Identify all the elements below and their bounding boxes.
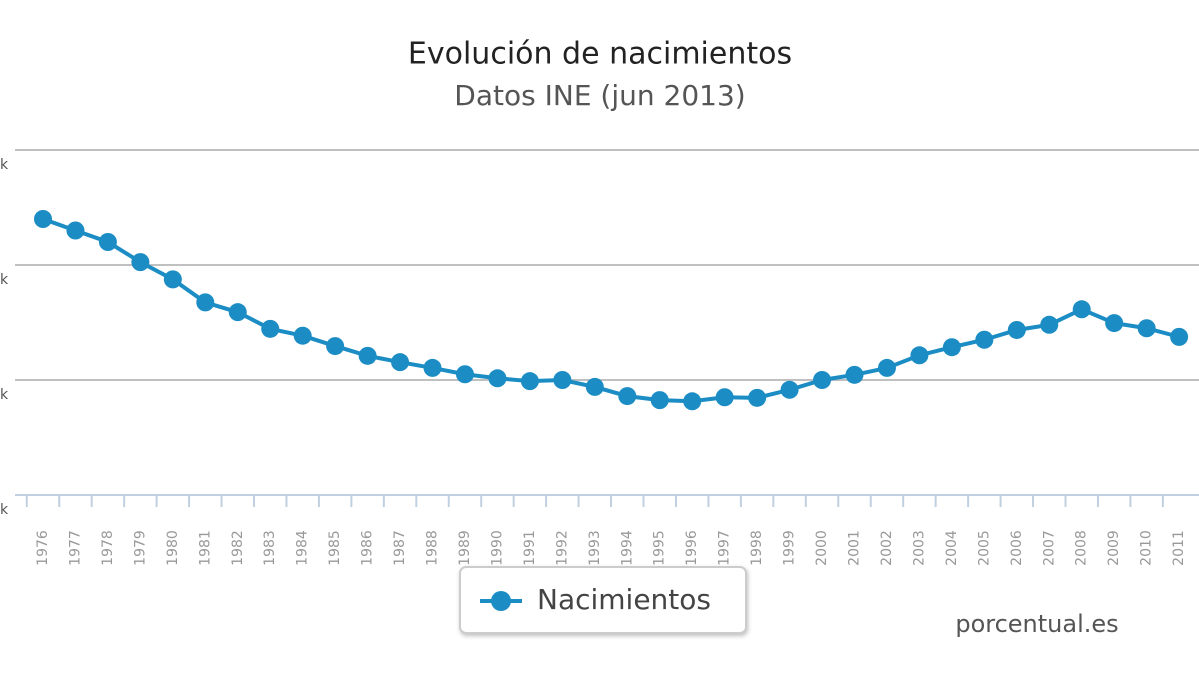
x-tick-label: 1997 <box>717 530 733 566</box>
x-tick-label: 1990 <box>489 530 505 566</box>
data-point <box>618 387 637 406</box>
x-tick-label: 2009 <box>1106 530 1122 566</box>
data-point <box>715 388 734 407</box>
x-tick-label: 1989 <box>457 530 473 566</box>
data-point <box>228 303 247 322</box>
x-tick-label: 2000 <box>814 530 830 566</box>
x-tick-label: 1984 <box>295 530 311 566</box>
x-tick-label: 1994 <box>619 530 635 566</box>
x-tick-label: 1992 <box>554 530 570 566</box>
data-point <box>650 391 669 410</box>
x-tick-label: 1981 <box>197 530 213 566</box>
x-tick-label: 1988 <box>425 530 441 566</box>
x-tick-label: 1979 <box>132 530 148 566</box>
data-point <box>1007 320 1026 339</box>
x-tick-label: 1983 <box>262 530 278 566</box>
data-point <box>748 388 767 407</box>
data-point <box>358 346 377 365</box>
y-tick-label: k <box>0 387 9 403</box>
x-tick-label: 1985 <box>327 530 343 566</box>
x-tick-label: 2004 <box>944 530 960 566</box>
data-point <box>877 358 896 377</box>
data-point <box>391 353 410 372</box>
x-tick-label: 2002 <box>879 530 895 566</box>
data-point <box>1137 319 1156 338</box>
data-point <box>1105 314 1124 333</box>
x-tick-label: 1998 <box>749 530 765 566</box>
data-point <box>1072 300 1091 319</box>
x-tick-label: 1987 <box>392 530 408 566</box>
x-tick-label: 1991 <box>522 530 538 566</box>
data-point <box>813 371 832 389</box>
data-point <box>261 319 280 338</box>
data-point <box>34 210 52 228</box>
data-point <box>488 369 507 388</box>
x-tick-label: 1996 <box>684 530 700 566</box>
x-tick-label: 2003 <box>911 530 927 566</box>
data-point <box>131 253 150 272</box>
data-point <box>163 270 182 289</box>
x-tick-label: 1976 <box>35 530 51 566</box>
data-point <box>326 337 345 356</box>
x-tick-label: 2011 <box>1171 530 1187 566</box>
x-tick-label: 2010 <box>1139 530 1155 566</box>
x-tick-label: 1995 <box>652 530 668 566</box>
legend-box <box>459 566 747 634</box>
data-point <box>293 326 312 345</box>
data-point <box>196 293 215 312</box>
legend-label[interactable]: Nacimientos <box>537 583 711 616</box>
data-point <box>845 365 864 384</box>
chart-subtitle: Datos INE (jun 2013) <box>454 79 745 112</box>
data-point <box>683 392 702 411</box>
data-point <box>975 330 994 349</box>
x-tick-label: 2007 <box>1041 530 1057 566</box>
x-tick-label: 2008 <box>1074 530 1090 566</box>
chart-title: Evolución de nacimientos <box>408 37 792 72</box>
x-tick-label: 2005 <box>976 530 992 566</box>
x-tick-label: 1986 <box>360 530 376 566</box>
data-point <box>585 377 604 396</box>
data-point <box>942 338 961 357</box>
x-tick-label: 1978 <box>100 530 116 566</box>
x-tick-label: 1993 <box>587 530 603 566</box>
y-tick-label: k <box>0 157 9 173</box>
legend-symbol <box>491 591 511 611</box>
data-point <box>553 371 572 389</box>
x-tick-label: 2006 <box>1009 530 1025 566</box>
x-tick-label: 1980 <box>165 530 181 566</box>
credits[interactable]: porcentual.es <box>955 610 1118 638</box>
x-tick-label: 1977 <box>67 530 83 566</box>
x-tick-label: 1982 <box>230 530 246 566</box>
data-point <box>520 372 539 391</box>
y-tick-label: k <box>0 502 9 518</box>
data-point <box>780 380 799 399</box>
data-point <box>1040 315 1059 334</box>
data-point <box>455 365 474 384</box>
data-point <box>910 346 929 365</box>
data-point <box>423 358 442 377</box>
data-point <box>98 233 117 251</box>
x-tick-label: 1999 <box>782 530 798 566</box>
y-tick-label: k <box>0 272 9 288</box>
data-line <box>42 217 1180 404</box>
x-tick-label: 2001 <box>847 530 863 566</box>
data-point <box>1170 327 1189 346</box>
data-point <box>66 221 85 240</box>
